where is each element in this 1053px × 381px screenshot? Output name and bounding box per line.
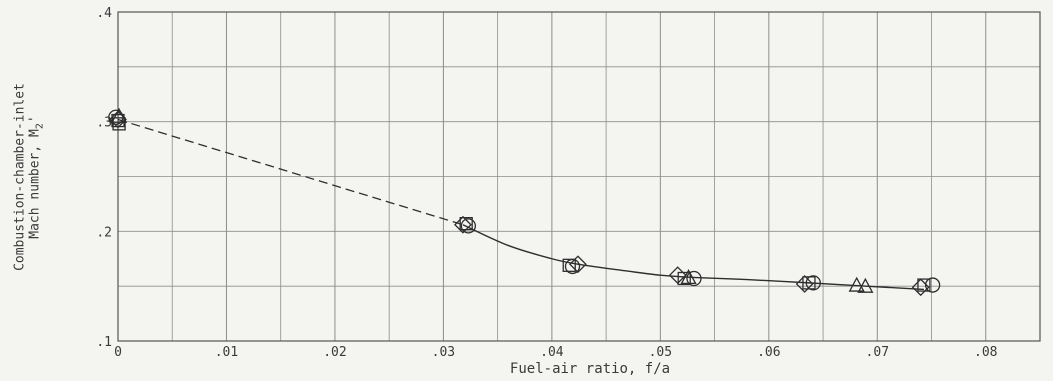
y-axis-label-prime: ' xyxy=(27,115,43,124)
solid-fit-curve xyxy=(462,224,924,291)
data-point-triangle xyxy=(110,107,128,123)
data-point-triangle xyxy=(848,276,865,292)
data-markers xyxy=(108,107,941,297)
data-point-diamond xyxy=(568,255,587,274)
data-point-circle xyxy=(460,218,477,234)
y-tick-label: .3 xyxy=(96,116,112,131)
data-point-circle xyxy=(686,270,702,287)
y-axis-label-line2: Mach number, M2' xyxy=(28,32,48,322)
x-tick-label: .02 xyxy=(323,345,346,360)
x-tick-label: .08 xyxy=(974,345,997,360)
y-axis-label-text: Mach number, M xyxy=(27,129,43,239)
x-tick-label: .06 xyxy=(757,345,780,360)
y-tick-label: .4 xyxy=(96,6,112,21)
y-axis-label: Combustion-chamber-inlet Mach number, M2… xyxy=(2,32,58,322)
y-tick-label: .2 xyxy=(96,225,112,240)
x-tick-label: .04 xyxy=(540,345,564,360)
x-tick-label: .05 xyxy=(649,345,672,360)
data-point-square xyxy=(459,217,473,231)
x-tick-label: .07 xyxy=(866,345,889,360)
fit-curves xyxy=(117,118,924,291)
x-tick-label: .01 xyxy=(215,345,238,360)
data-point-square xyxy=(677,271,691,286)
x-tick-label: .03 xyxy=(432,345,455,360)
y-axis-label-subscript: 2 xyxy=(34,123,46,130)
data-point-circle xyxy=(564,258,581,275)
data-point-square xyxy=(917,278,931,292)
y-axis-label-line1: Combustion-chamber-inlet xyxy=(12,83,28,271)
data-point-circle xyxy=(805,275,821,291)
data-point-diamond xyxy=(454,215,472,234)
grid xyxy=(117,11,1041,342)
data-point-circle xyxy=(924,277,941,293)
data-point-diamond xyxy=(795,275,814,293)
plot-frame xyxy=(117,11,1041,342)
x-axis-label: Fuel-air ratio, f/a xyxy=(509,361,671,377)
data-point-triangle xyxy=(857,277,874,293)
data-point-square xyxy=(112,117,126,131)
tick-labels: 0 .01 .02 .03 .04 .05 .06 .07 .08 .1 .2 .3 .4 xyxy=(96,6,997,360)
x-tick-label: 0 xyxy=(114,345,122,360)
dashed-extrapolation-line xyxy=(117,118,464,226)
data-point-square xyxy=(562,258,576,272)
y-tick-label: .1 xyxy=(96,335,112,350)
